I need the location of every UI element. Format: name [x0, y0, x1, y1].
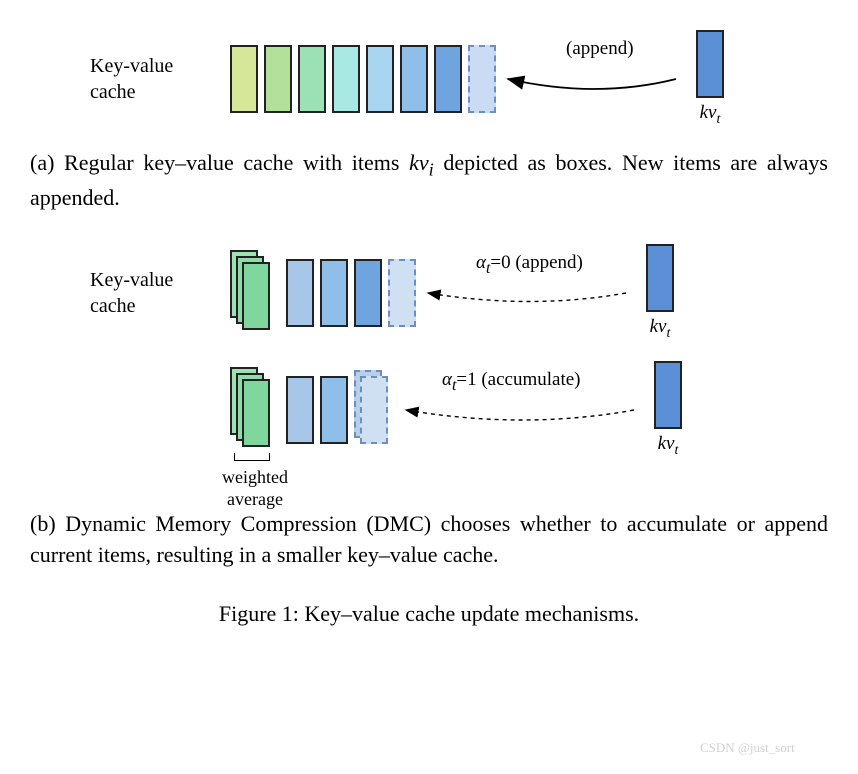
kv-box: [646, 244, 674, 312]
cache-box: [298, 45, 326, 113]
cache-box: [332, 45, 360, 113]
accumulate-arrow-dashed-icon: [394, 375, 654, 445]
kv-t-label: kvt: [700, 102, 721, 128]
arrow-area-b2: αt=1 (accumulate): [394, 375, 654, 445]
boxes-a: [230, 45, 496, 113]
label-line1: Key-value: [90, 55, 173, 77]
append-arrow-dashed-icon: [416, 258, 646, 328]
arrow-area-b1: αt=0 (append): [416, 258, 646, 328]
stacked-boxes: [230, 256, 270, 330]
cache-box: [230, 45, 258, 113]
kv-t-label: kvt: [658, 433, 679, 459]
kv-cache-label-a: Key-value cache: [90, 53, 210, 105]
cache-box-new: [388, 259, 416, 327]
bracket-icon: [234, 453, 270, 461]
append-arrow-icon: [496, 44, 696, 114]
kv-t-label: kvt: [650, 316, 671, 342]
cache-box-new: [468, 45, 496, 113]
kv-box: [696, 30, 724, 98]
cache-box: [264, 45, 292, 113]
cache-box: [400, 45, 428, 113]
kv-new-b1: kvt: [646, 244, 674, 342]
boxes-b2: weightedaverage: [230, 373, 394, 447]
weighted-average-label: weightedaverage: [200, 467, 310, 510]
accumulate-stack: [354, 373, 394, 447]
kv-cache-label-b: Key-value cache: [90, 267, 210, 319]
cache-box: [320, 259, 348, 327]
cache-box: [286, 259, 314, 327]
cache-box: [366, 45, 394, 113]
diagram-b1-row: Key-value cache αt=0 (append) kvt: [90, 244, 828, 342]
kv-new-b2: kvt: [654, 361, 682, 459]
diagram-b2-row: weightedaverage αt=1 (accumulate) kvt: [90, 361, 828, 459]
label-line1: Key-value: [90, 269, 173, 291]
figure-caption: Figure 1: Key–value cache update mechani…: [30, 601, 828, 627]
label-line2: cache: [90, 295, 136, 317]
arrow-area-a: (append): [496, 44, 696, 114]
diagram-a-row: Key-value cache (append) kvt: [90, 30, 828, 128]
caption-b: (b) Dynamic Memory Compression (DMC) cho…: [30, 509, 828, 571]
kv-new-a: kvt: [696, 30, 724, 128]
cache-box: [434, 45, 462, 113]
watermark: CSDN @just_sort: [700, 740, 795, 756]
cache-box: [286, 376, 314, 444]
caption-a-prefix: (a) Regular key–value cache with items: [30, 150, 409, 175]
cache-box: [320, 376, 348, 444]
boxes-b1: [230, 256, 416, 330]
label-line2: cache: [90, 81, 136, 103]
caption-a: (a) Regular key–value cache with items k…: [30, 148, 828, 214]
cache-box: [354, 259, 382, 327]
caption-a-math: kv: [409, 150, 429, 175]
stacked-boxes: [230, 373, 270, 447]
kv-box: [654, 361, 682, 429]
